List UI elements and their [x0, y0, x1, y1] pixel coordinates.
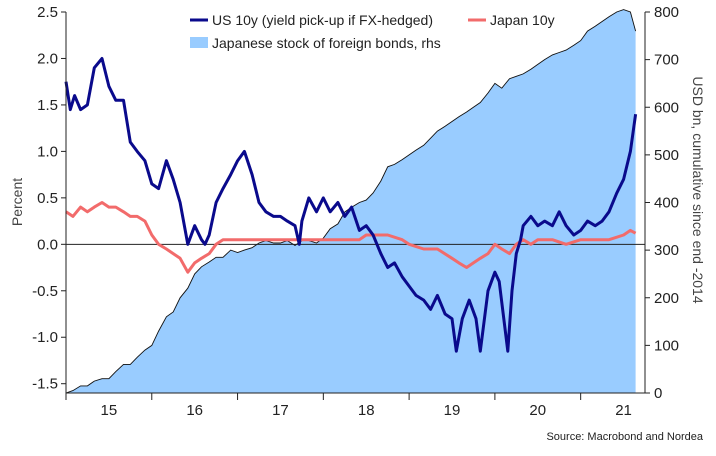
x-tick-label: 17: [272, 402, 289, 419]
x-tick-label: 19: [444, 402, 461, 419]
y-tick-label-left: 1.5: [37, 97, 58, 114]
y-tick-label-left: 0.0: [37, 236, 58, 253]
y-tick-label-left: -1.5: [32, 376, 58, 393]
y-axis-title-right: USD bn, cumulative since end -2014: [690, 76, 706, 303]
x-tick-label: 16: [186, 402, 203, 419]
legend-label-stock: Japanese stock of foreign bonds, rhs: [212, 35, 441, 51]
y-tick-label-left: -1.0: [32, 329, 58, 346]
x-tick-label: 20: [529, 402, 546, 419]
y-tick-label-right: 600: [654, 99, 679, 116]
y-tick-label-left: -0.5: [32, 283, 58, 300]
y-tick-label-right: 300: [654, 242, 679, 259]
stock-area-layer: [65, 9, 637, 394]
series-lines-layer: [64, 57, 638, 353]
y-tick-label-right: 400: [654, 195, 679, 212]
y-tick-label-right: 700: [654, 52, 679, 69]
legend: US 10y (yield pick-up if FX-hedged) Japa…: [190, 12, 555, 51]
y-tick-label-right: 200: [654, 290, 679, 307]
japan-10y-line: [65, 201, 637, 274]
y-tick-label-left: 2.0: [37, 50, 58, 67]
y-tick-label-right: 0: [654, 385, 662, 402]
y-tick-label-left: 2.5: [37, 4, 58, 21]
legend-label-japan: Japan 10y: [490, 12, 555, 28]
y-axis-title-left: Percent: [9, 178, 25, 226]
stock-area: [66, 9, 636, 393]
x-tick-label: 18: [358, 402, 375, 419]
x-tick-label: 21: [615, 402, 632, 419]
x-tick-label: 15: [101, 402, 118, 419]
y-tick-label-right: 100: [654, 337, 679, 354]
legend-label-us: US 10y (yield pick-up if FX-hedged): [212, 12, 433, 28]
legend-swatch-stock: [190, 37, 208, 48]
tick-labels-layer: 2.5 2.0 1.5 1.0 0.5 0.0 -0.5 -1.0 -1.5 800 700 600 5…: [32, 4, 679, 419]
y-tick-label-left: 1.0: [37, 143, 58, 160]
y-tick-label-right: 800: [654, 4, 679, 21]
us-10y-line: [64, 57, 638, 353]
source-note: Source: Macrobond and Nordea: [546, 431, 703, 443]
y-tick-label-right: 500: [654, 147, 679, 164]
y-tick-label-left: 0.5: [37, 190, 58, 207]
